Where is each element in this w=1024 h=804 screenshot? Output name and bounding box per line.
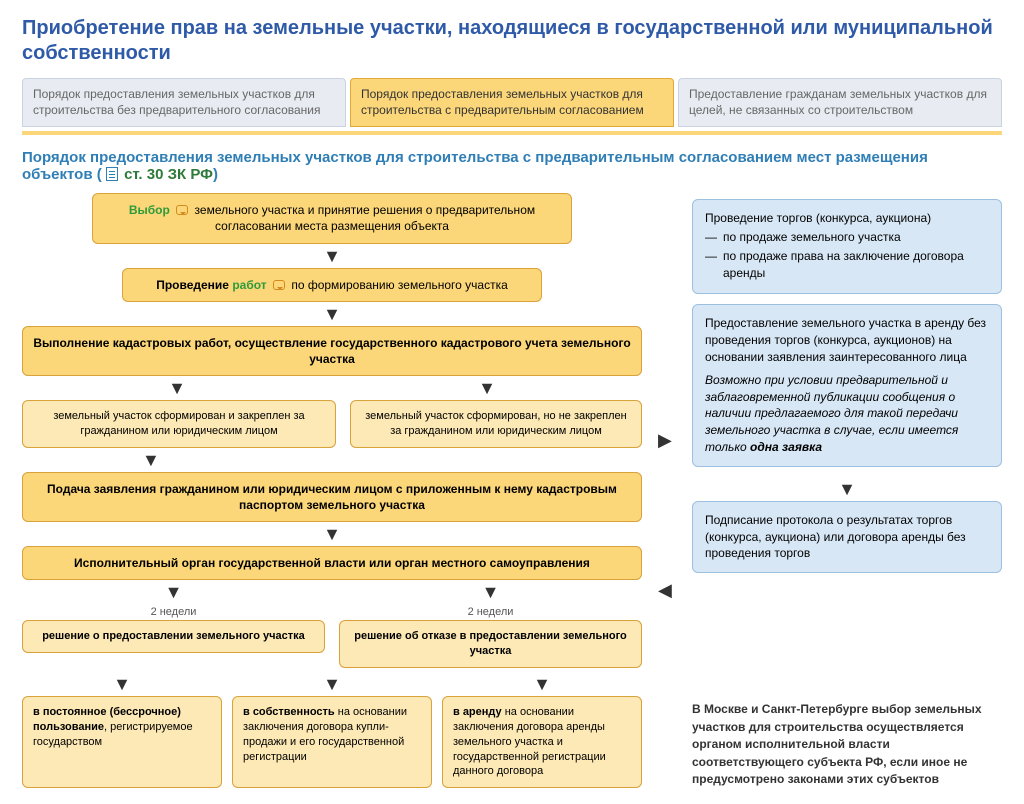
flow-node-cadastre: Выполнение кадастровых работ, осуществле… — [22, 326, 642, 376]
tabs: Порядок предоставления земельных участко… — [22, 78, 1002, 127]
arrow-down-icon: ▼ — [478, 379, 496, 397]
arrow-down-icon: ▼ — [22, 583, 325, 601]
arrow-down-icon: ▼ — [168, 379, 186, 397]
node2-c: по формированию земельного участка — [291, 278, 507, 292]
document-icon — [106, 167, 118, 181]
flow-node-formed-assigned: земельный участок сформирован и закрепле… — [22, 400, 336, 448]
time-label-right: 2 недели — [339, 606, 642, 618]
moscow-spb-note: В Москве и Санкт-Петербурге выбор земель… — [692, 701, 1002, 788]
no-auction-p2a: Возможно при условии предварительной и з… — [705, 373, 958, 454]
sidebox-no-auction: Предоставление земельного участка в арен… — [692, 304, 1002, 466]
arrow-down-icon: ▼ — [232, 675, 432, 693]
comment-icon — [273, 280, 285, 290]
page-title: Приобретение прав на земельные участки, … — [22, 16, 1002, 66]
flow-node-formed-unassigned: земельный участок сформирован, но не зак… — [350, 400, 642, 448]
flow-node-authority: Исполнительный орган государственной вла… — [22, 546, 642, 580]
tab-with-approval[interactable]: Порядок предоставления земельных участко… — [350, 78, 674, 127]
sidebox-auction: Проведение торгов (конкурса, аукциона) —… — [692, 199, 1002, 294]
auction-item-1: по продаже земельного участка — [723, 229, 901, 246]
law-ref[interactable]: ст. 30 ЗК РФ — [124, 166, 213, 183]
dash-icon: — — [705, 248, 717, 282]
node1-keyword: Выбор — [129, 203, 170, 217]
flow-node-choose: Выбор земельного участка и принятие реше… — [92, 193, 572, 243]
dash-icon: — — [705, 229, 717, 246]
arrow-left-icon: ◀ — [658, 581, 676, 599]
arrow-down-icon: ▼ — [142, 451, 160, 469]
sidebox-protocol: Подписание протокола о результатах торго… — [692, 501, 1002, 573]
no-auction-p2: Возможно при условии предварительной и з… — [705, 372, 989, 456]
flow-node-application: Подача заявления гражданином или юридиче… — [22, 472, 642, 522]
arrow-down-icon: ▼ — [22, 525, 642, 543]
arrow-down-icon: ▼ — [22, 675, 222, 693]
node2-b: работ — [232, 278, 266, 292]
no-auction-p2b: одна заявка — [750, 440, 822, 454]
sidebox-auction-head: Проведение торгов (конкурса, аукциона) — [705, 210, 989, 227]
arrow-down-icon: ▼ — [22, 305, 642, 323]
time-label-left: 2 недели — [22, 606, 325, 618]
flow-node-works: Проведение работ по формированию земельн… — [122, 268, 542, 302]
arrow-right-icon: ▶ — [658, 431, 676, 449]
flow-node-decision-deny: решение об отказе в предоставлении земел… — [339, 620, 642, 668]
tab-no-approval[interactable]: Порядок предоставления земельных участко… — [22, 78, 346, 127]
no-auction-p1: Предоставление земельного участка в арен… — [705, 315, 989, 365]
arrow-down-icon: ▼ — [339, 583, 642, 601]
node2-a: Проведение — [156, 278, 232, 292]
flow-node-ownership: в собственность на основании заключения … — [232, 696, 432, 788]
flow-node-decision-grant: решение о предоставлении земельного учас… — [22, 620, 325, 653]
auction-item-2: по продаже права на заключение договора … — [723, 248, 989, 282]
subhead-close: ) — [213, 166, 218, 183]
n8c-bold: в аренду — [453, 706, 502, 718]
arrow-down-icon: ▼ — [442, 675, 642, 693]
comment-icon — [176, 205, 188, 215]
tab-separator — [22, 131, 1002, 135]
section-subhead: Порядок предоставления земельных участко… — [22, 149, 1002, 183]
flow-node-permanent-use: в постоянное (бессрочное) пользование, р… — [22, 696, 222, 788]
flow-node-lease: в аренду на основании заключения договор… — [442, 696, 642, 788]
node1-text: земельного участка и принятие решения о … — [195, 203, 536, 233]
tab-non-construction[interactable]: Предоставление гражданам земельных участ… — [678, 78, 1002, 127]
n8b-bold: в собственность — [243, 706, 335, 718]
arrow-down-icon: ▼ — [692, 480, 1002, 498]
arrow-down-icon: ▼ — [22, 247, 642, 265]
